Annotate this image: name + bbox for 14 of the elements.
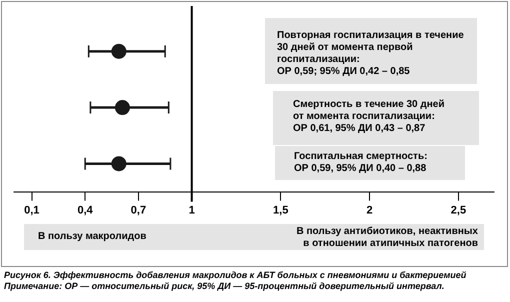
- x-tick-label: 0,1: [24, 204, 40, 216]
- note-panel: Госпитальная смертность: ОР 0,59, 95% ДИ 0,40 – 0,88: [275, 146, 465, 180]
- note-panel: В пользу антибиотиков, неактивных в отношении атипичных патогенов: [174, 224, 484, 250]
- text: Примечание: ОР — относительный риск, 95% ДИ — 95-процентный доверительный интервал.: [4, 281, 446, 292]
- x-tick-label: 1,5: [273, 204, 288, 216]
- text: Рисунок 6. Эффективность добавления макролидов к АБТ больных с пневмониями и бактериемией: [4, 270, 466, 281]
- note-panel: В пользу макролидов: [24, 224, 174, 250]
- x-tick-label: 0,4: [77, 204, 94, 216]
- x-tick-label: 1: [188, 204, 195, 216]
- x-tick-label: 2,5: [450, 204, 466, 216]
- x-tick-label: 0,7: [130, 204, 146, 216]
- x-tick-label: 2: [366, 204, 373, 216]
- note-panel: Повторная госпитализация в течение 30 дней от момента первой госпитализации: ОР 0,59; 95% ДИ 0,42 – 0,85: [265, 18, 477, 84]
- note-panel: Смертность в течение 30 дней от момента госпитализации: ОР 0,61, 95% ДИ 0,43 – 0,87: [273, 91, 479, 145]
